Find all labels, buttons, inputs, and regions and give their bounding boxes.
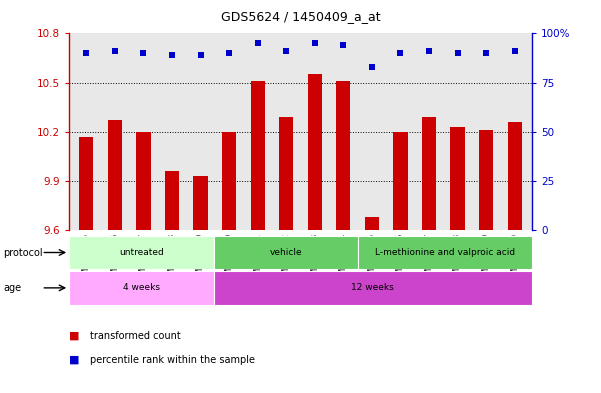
Bar xyxy=(251,81,265,230)
Bar xyxy=(136,132,150,230)
Text: age: age xyxy=(3,283,21,293)
Bar xyxy=(336,81,350,230)
Text: percentile rank within the sample: percentile rank within the sample xyxy=(90,354,255,365)
Bar xyxy=(214,271,532,305)
Text: transformed count: transformed count xyxy=(90,331,181,341)
Point xyxy=(110,48,120,54)
Text: L-methionine and valproic acid: L-methionine and valproic acid xyxy=(375,248,515,257)
Point xyxy=(139,50,148,56)
Point xyxy=(196,52,206,58)
Bar xyxy=(508,122,522,230)
Bar xyxy=(479,130,493,230)
Point xyxy=(395,50,405,56)
Bar xyxy=(358,236,532,269)
Bar xyxy=(79,136,93,230)
Text: 4 weeks: 4 weeks xyxy=(123,283,160,292)
Bar xyxy=(308,74,322,230)
Point xyxy=(510,48,519,54)
Point xyxy=(481,50,491,56)
Bar xyxy=(194,176,208,230)
Point xyxy=(338,42,348,48)
Bar xyxy=(165,171,179,230)
Text: vehicle: vehicle xyxy=(270,248,302,257)
Text: ■: ■ xyxy=(69,354,79,365)
Text: ■: ■ xyxy=(69,331,79,341)
Bar xyxy=(451,127,465,230)
Point xyxy=(82,50,91,56)
Point xyxy=(424,48,434,54)
Bar xyxy=(393,132,407,230)
Point xyxy=(367,64,377,70)
Point xyxy=(310,40,320,46)
Text: 12 weeks: 12 weeks xyxy=(352,283,394,292)
Text: GDS5624 / 1450409_a_at: GDS5624 / 1450409_a_at xyxy=(221,10,380,23)
Text: protocol: protocol xyxy=(3,248,43,257)
Point xyxy=(224,50,234,56)
Bar xyxy=(422,117,436,230)
Bar xyxy=(222,132,236,230)
Bar xyxy=(69,236,214,269)
Bar xyxy=(279,117,293,230)
Point xyxy=(253,40,263,46)
Bar xyxy=(69,271,214,305)
Bar xyxy=(108,120,122,230)
Bar xyxy=(214,236,358,269)
Bar xyxy=(365,217,379,230)
Point xyxy=(281,48,291,54)
Text: untreated: untreated xyxy=(119,248,164,257)
Point xyxy=(167,52,177,58)
Point xyxy=(453,50,462,56)
